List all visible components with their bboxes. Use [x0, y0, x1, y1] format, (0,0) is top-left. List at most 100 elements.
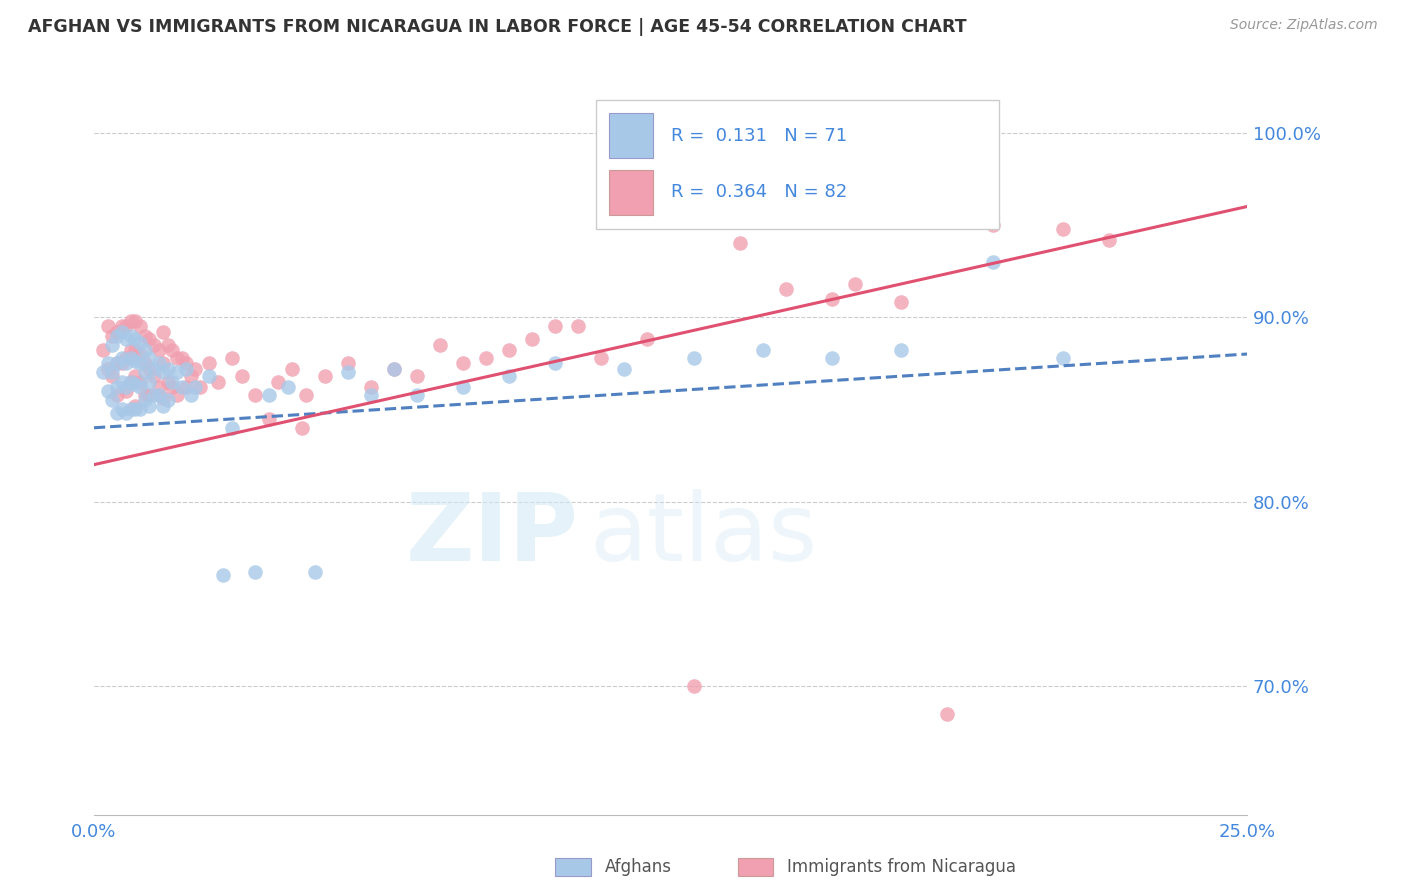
Point [129, 380, 152, 394]
Point [295, 387, 318, 401]
Point [120, 402, 142, 417]
Point [245, 565, 267, 579]
Point [156, 393, 179, 408]
Point [162, 380, 184, 394]
Point [336, 366, 359, 380]
Point [138, 387, 160, 401]
Point [105, 380, 128, 394]
Point [101, 328, 124, 343]
Point [184, 361, 207, 376]
FancyBboxPatch shape [596, 100, 1000, 228]
Point [110, 356, 132, 370]
Point [152, 366, 174, 380]
Point [110, 402, 132, 417]
Point [120, 314, 142, 328]
Point [97, 319, 120, 334]
Point [105, 387, 128, 401]
Point [105, 356, 128, 370]
Point [682, 351, 704, 365]
Point [124, 402, 146, 417]
Point [257, 411, 280, 425]
Point [156, 361, 179, 376]
Point [475, 351, 498, 365]
Point [105, 406, 128, 420]
Point [405, 387, 427, 401]
Point [544, 356, 567, 370]
Point [1052, 351, 1074, 365]
Point [180, 387, 202, 401]
Point [138, 332, 160, 346]
Point [120, 328, 142, 343]
Point [156, 338, 179, 352]
Text: atlas: atlas [589, 489, 818, 581]
Point [544, 319, 567, 334]
Point [890, 343, 912, 358]
Point [682, 679, 704, 693]
Point [148, 387, 170, 401]
Point [336, 356, 359, 370]
Point [152, 325, 174, 339]
Point [188, 380, 211, 394]
Point [142, 338, 165, 352]
Point [156, 375, 179, 389]
Point [124, 399, 146, 413]
Point [115, 351, 138, 365]
Point [360, 380, 382, 394]
Point [110, 375, 132, 389]
Point [134, 393, 156, 408]
Point [166, 366, 188, 380]
Point [166, 351, 188, 365]
Point [138, 399, 160, 413]
Text: AFGHAN VS IMMIGRANTS FROM NICARAGUA IN LABOR FORCE | AGE 45-54 CORRELATION CHART: AFGHAN VS IMMIGRANTS FROM NICARAGUA IN L… [28, 18, 967, 36]
Point [115, 406, 138, 420]
Point [138, 375, 160, 389]
Point [890, 295, 912, 310]
Point [162, 375, 184, 389]
Point [821, 351, 844, 365]
Point [101, 369, 124, 384]
Point [844, 277, 866, 291]
Point [129, 335, 152, 350]
Point [637, 332, 659, 346]
Point [124, 369, 146, 384]
Point [120, 375, 142, 389]
Point [212, 568, 235, 582]
Point [138, 351, 160, 365]
Point [613, 361, 636, 376]
Point [110, 351, 132, 365]
Point [148, 380, 170, 394]
Point [382, 361, 405, 376]
Point [120, 343, 142, 358]
Point [821, 292, 844, 306]
Text: Afghans: Afghans [605, 858, 672, 876]
Point [281, 361, 304, 376]
Point [97, 356, 120, 370]
Point [360, 387, 382, 401]
Point [134, 328, 156, 343]
Bar [609, 113, 654, 158]
Point [134, 387, 156, 401]
Point [983, 255, 1005, 269]
Point [129, 356, 152, 370]
Point [124, 343, 146, 358]
Point [314, 369, 336, 384]
Point [231, 369, 253, 384]
Point [148, 343, 170, 358]
Point [290, 421, 312, 435]
Point [120, 351, 142, 365]
Point [134, 356, 156, 370]
Point [142, 369, 165, 384]
Point [451, 380, 474, 394]
Point [1052, 221, 1074, 235]
Point [245, 387, 267, 401]
Text: Immigrants from Nicaragua: Immigrants from Nicaragua [787, 858, 1017, 876]
Point [162, 343, 184, 358]
Point [1098, 233, 1121, 247]
Point [775, 283, 797, 297]
Point [124, 376, 146, 391]
Point [101, 338, 124, 352]
Point [105, 356, 128, 370]
Text: ZIP: ZIP [405, 489, 578, 581]
Point [138, 361, 160, 376]
Point [198, 356, 221, 370]
